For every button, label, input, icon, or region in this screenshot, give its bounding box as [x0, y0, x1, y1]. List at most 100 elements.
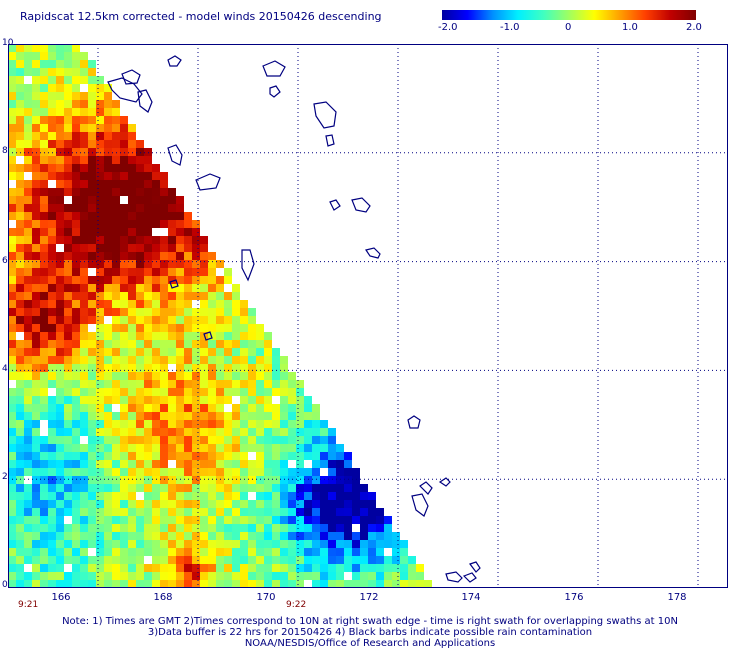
- swath-cell: [40, 180, 48, 188]
- swath-cell: [88, 220, 96, 228]
- swath-cell: [128, 180, 136, 188]
- swath-cell: [120, 284, 128, 292]
- swath-cell: [400, 564, 408, 572]
- swath-cell: [200, 364, 208, 372]
- swath-cell: [184, 572, 192, 580]
- swath-cell: [56, 396, 64, 404]
- swath-cell: [32, 396, 40, 404]
- swath-cell: [216, 500, 224, 508]
- swath-cell: [200, 292, 208, 300]
- swath-cell: [80, 124, 88, 132]
- swath-cell: [24, 284, 32, 292]
- swath-cell: [152, 340, 160, 348]
- swath-cell: [256, 404, 264, 412]
- swath-cell: [8, 564, 16, 572]
- swath-cell: [48, 204, 56, 212]
- swath-cell: [184, 316, 192, 324]
- swath-cell: [88, 116, 96, 124]
- swath-cell: [176, 524, 184, 532]
- swath-cell: [64, 532, 72, 540]
- swath-cell: [152, 364, 160, 372]
- swath-cell: [96, 460, 104, 468]
- swath-cell: [384, 532, 392, 540]
- swath-cell: [120, 580, 128, 588]
- swath-cell: [48, 508, 56, 516]
- swath-cell: [80, 348, 88, 356]
- swath-cell: [80, 500, 88, 508]
- swath-cell: [136, 508, 144, 516]
- swath-cell: [392, 580, 400, 588]
- swath-cell: [304, 508, 312, 516]
- swath-cell: [192, 292, 200, 300]
- swath-cell: [168, 396, 176, 404]
- swath-cell: [232, 428, 240, 436]
- swath-cell: [152, 540, 160, 548]
- swath-cell: [32, 124, 40, 132]
- swath-cell: [24, 524, 32, 532]
- swath-cell: [128, 380, 136, 388]
- swath-cell: [184, 404, 192, 412]
- swath-cell: [120, 420, 128, 428]
- swath-cell: [248, 436, 256, 444]
- swath-cell: [128, 284, 136, 292]
- swath-cell: [136, 140, 144, 148]
- swath-cell: [96, 356, 104, 364]
- swath-cell: [224, 348, 232, 356]
- swath-cell: [296, 468, 304, 476]
- swath-cell: [304, 572, 312, 580]
- swath-cell: [248, 556, 256, 564]
- swath-cell: [192, 492, 200, 500]
- swath-cell: [112, 452, 120, 460]
- swath-cell: [304, 492, 312, 500]
- swath-cell: [24, 436, 32, 444]
- swath-cell: [48, 532, 56, 540]
- swath-cell: [360, 508, 368, 516]
- swath-cell: [280, 380, 288, 388]
- swath-cell: [256, 484, 264, 492]
- swath-cell: [144, 316, 152, 324]
- swath-cell: [64, 428, 72, 436]
- swath-cell: [112, 524, 120, 532]
- swath-cell: [184, 276, 192, 284]
- swath-cell: [208, 532, 216, 540]
- swath-cell: [16, 500, 24, 508]
- swath-cell: [184, 236, 192, 244]
- swath-cell: [304, 436, 312, 444]
- swath-cell: [160, 396, 168, 404]
- swath-cell: [72, 340, 80, 348]
- swath-cell: [40, 372, 48, 380]
- swath-cell: [224, 292, 232, 300]
- swath-cell: [72, 324, 80, 332]
- swath-cell: [8, 236, 16, 244]
- swath-cell: [104, 428, 112, 436]
- swath-cell: [144, 444, 152, 452]
- swath-cell: [120, 412, 128, 420]
- swath-cell: [56, 452, 64, 460]
- swath-cell: [128, 164, 136, 172]
- swath-cell: [208, 252, 216, 260]
- swath-cell: [160, 356, 168, 364]
- swath-cell: [48, 556, 56, 564]
- swath-cell: [96, 364, 104, 372]
- swath-cell: [16, 580, 24, 588]
- swath-cell: [64, 316, 72, 324]
- swath-cell: [16, 564, 24, 572]
- swath-cell: [88, 92, 96, 100]
- swath-cell: [16, 180, 24, 188]
- swath-cell: [112, 284, 120, 292]
- swath-cell: [128, 276, 136, 284]
- x-tick-label: 174: [461, 592, 481, 603]
- swath-cell: [400, 572, 408, 580]
- swath-cell: [248, 308, 256, 316]
- swath-cell: [136, 268, 144, 276]
- swath-cell: [184, 412, 192, 420]
- swath-cell: [216, 540, 224, 548]
- swath-cell: [32, 100, 40, 108]
- swath-cell: [216, 292, 224, 300]
- swath-cell: [88, 332, 96, 340]
- swath-cell: [200, 396, 208, 404]
- swath-cell: [256, 396, 264, 404]
- swath-cell: [80, 404, 88, 412]
- swath-cell: [136, 388, 144, 396]
- swath-cell: [272, 516, 280, 524]
